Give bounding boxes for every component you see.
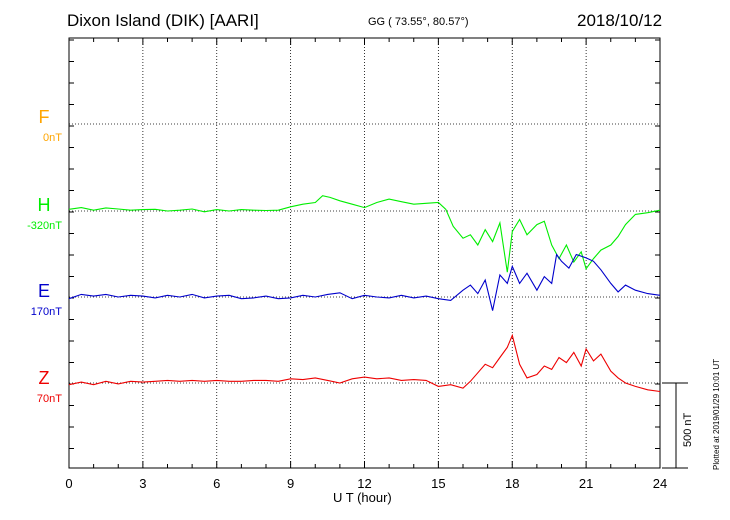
x-tick-label: 9 [287,476,294,491]
geographic-coordinates: GG ( 73.55°, 80.57°) [368,16,469,28]
baseline-value-h: -320nT [27,220,62,232]
baseline-value-f: 0nT [43,132,62,144]
baseline-value-z: 70nT [37,393,62,405]
plot-frame [68,37,661,469]
baseline-value-e: 170nT [31,306,62,318]
component-label-e: E [38,281,50,301]
component-label-z: Z [39,368,50,388]
x-tick-label: 0 [65,476,72,491]
station-title: Dixon Island (DIK) [AARI] [67,11,259,30]
x-tick-label: 6 [213,476,220,491]
series-line-h [68,195,661,273]
component-label-f: F [39,107,50,127]
series-line-z [68,333,661,393]
x-tick-label: 21 [579,476,593,491]
component-label-h: H [38,195,51,215]
observation-date: 2018/10/12 [577,11,663,30]
x-tick-label: 12 [357,476,371,491]
series-line-e [68,253,661,311]
x-tick-label: 18 [505,476,519,491]
x-tick-label: 3 [139,476,146,491]
x-tick-label: 24 [653,476,667,491]
x-tick-label: 15 [431,476,445,491]
x-axis-label: U T (hour) [333,490,392,505]
